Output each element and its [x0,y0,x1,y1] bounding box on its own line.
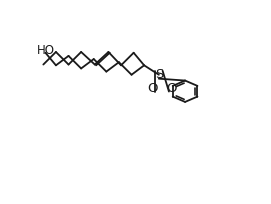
Text: O: O [147,82,158,95]
Text: S: S [155,68,163,81]
Text: O: O [166,82,177,95]
Text: HO: HO [36,44,54,57]
